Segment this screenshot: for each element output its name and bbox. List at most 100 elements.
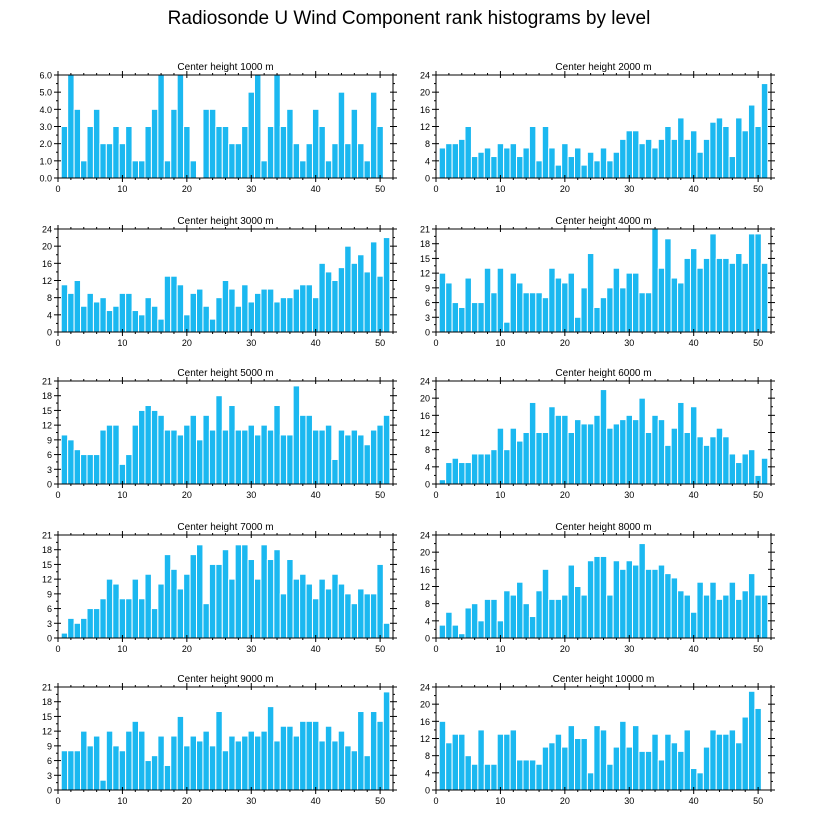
bar <box>554 277 563 333</box>
panel-3: Center height 3000 m 0 4 8 12 16 20 24 0 10 20 30 40… <box>42 216 397 348</box>
x-tick-label: 40 <box>311 644 321 654</box>
bar <box>202 603 210 639</box>
bar <box>92 454 101 485</box>
bar <box>318 126 326 179</box>
x-tick-label: 30 <box>246 796 256 806</box>
bar <box>382 237 391 333</box>
panel-title: Center height 8000 m <box>555 522 651 533</box>
bar <box>483 147 492 179</box>
bar <box>445 282 453 333</box>
x-tick-label: 40 <box>311 338 321 348</box>
panel-4: Center height 4000 m 0 3 6 9 12 15 18 21 0 10 20 30 4… <box>420 216 775 348</box>
bar <box>696 581 704 639</box>
bar <box>99 297 107 333</box>
bar <box>363 271 371 333</box>
bar <box>311 598 320 639</box>
panel-7: Center height 7000 m 0 3 6 9 12 15 18 21 0 10 20 30 4… <box>42 522 397 654</box>
bar <box>260 544 268 639</box>
bar <box>234 143 243 179</box>
bar <box>357 143 365 179</box>
bar <box>670 277 679 333</box>
x-tick-label: 20 <box>182 490 192 500</box>
x-tick-label: 30 <box>624 644 634 654</box>
x-tick-label: 20 <box>560 796 570 806</box>
bar <box>73 280 82 333</box>
bar <box>548 598 556 639</box>
bar <box>722 126 730 179</box>
bar <box>125 126 133 179</box>
bar <box>337 91 346 179</box>
y-tick-label: 9 <box>47 589 52 599</box>
y-tick-label: 12 <box>42 575 52 585</box>
bar <box>735 253 743 333</box>
bar <box>286 434 294 485</box>
bar <box>606 427 614 485</box>
bar <box>541 568 550 639</box>
bar <box>176 284 185 333</box>
bar <box>503 321 511 333</box>
bar <box>382 691 391 791</box>
x-tick-label: 30 <box>624 490 634 500</box>
bar <box>599 297 608 333</box>
x-tick-label: 30 <box>246 490 256 500</box>
bar <box>458 462 466 485</box>
bar <box>535 292 543 333</box>
bar <box>208 563 217 639</box>
bar <box>266 126 275 179</box>
bar <box>305 583 313 639</box>
bar <box>183 424 191 485</box>
y-tick-label: 21 <box>420 225 430 235</box>
bar <box>150 608 159 639</box>
y-tick-label: 20 <box>420 88 430 98</box>
bar <box>215 297 223 333</box>
bar <box>631 130 640 179</box>
bar <box>382 414 391 485</box>
bar <box>170 735 178 791</box>
bar <box>292 578 301 639</box>
bar <box>509 143 518 179</box>
bar <box>337 583 346 639</box>
bar <box>709 121 717 179</box>
bar <box>722 594 730 639</box>
bar <box>221 750 230 791</box>
bar <box>728 581 737 639</box>
x-tick-label: 20 <box>182 796 192 806</box>
bar <box>247 424 255 485</box>
y-tick-label: 12 <box>420 734 430 744</box>
x-tick-label: 0 <box>55 184 60 194</box>
bar <box>722 733 730 791</box>
bar <box>189 414 198 485</box>
bar <box>619 568 627 639</box>
bar <box>464 755 472 791</box>
bar <box>747 104 756 179</box>
bar <box>73 108 82 179</box>
x-tick-label: 0 <box>55 490 60 500</box>
panel-10: Center height 10000 m 0 4 8 12 16 20 24 0 10 20 30 4… <box>420 674 775 806</box>
bar <box>696 151 704 179</box>
y-tick-label: 0 <box>425 634 430 644</box>
y-tick-label: 20 <box>42 242 52 252</box>
bar <box>528 759 537 791</box>
bar <box>80 160 88 179</box>
y-tick-label: 5.0 <box>39 88 52 98</box>
bar <box>458 138 466 179</box>
bar <box>593 306 601 333</box>
bar <box>357 434 365 485</box>
bar <box>490 449 498 485</box>
bar <box>741 130 749 179</box>
bar <box>715 427 724 485</box>
bar <box>170 568 178 639</box>
bar <box>522 432 530 485</box>
bar <box>715 733 724 791</box>
bar <box>651 733 659 791</box>
x-tick-label: 50 <box>753 338 763 348</box>
bar <box>67 74 75 179</box>
bar <box>118 750 127 791</box>
bar <box>202 305 210 333</box>
bar <box>638 543 646 639</box>
bar <box>638 397 646 485</box>
x-tick-label: 10 <box>117 338 127 348</box>
y-tick-label: 20 <box>420 548 430 558</box>
bar <box>496 267 505 333</box>
y-tick-label: 4 <box>425 616 430 626</box>
